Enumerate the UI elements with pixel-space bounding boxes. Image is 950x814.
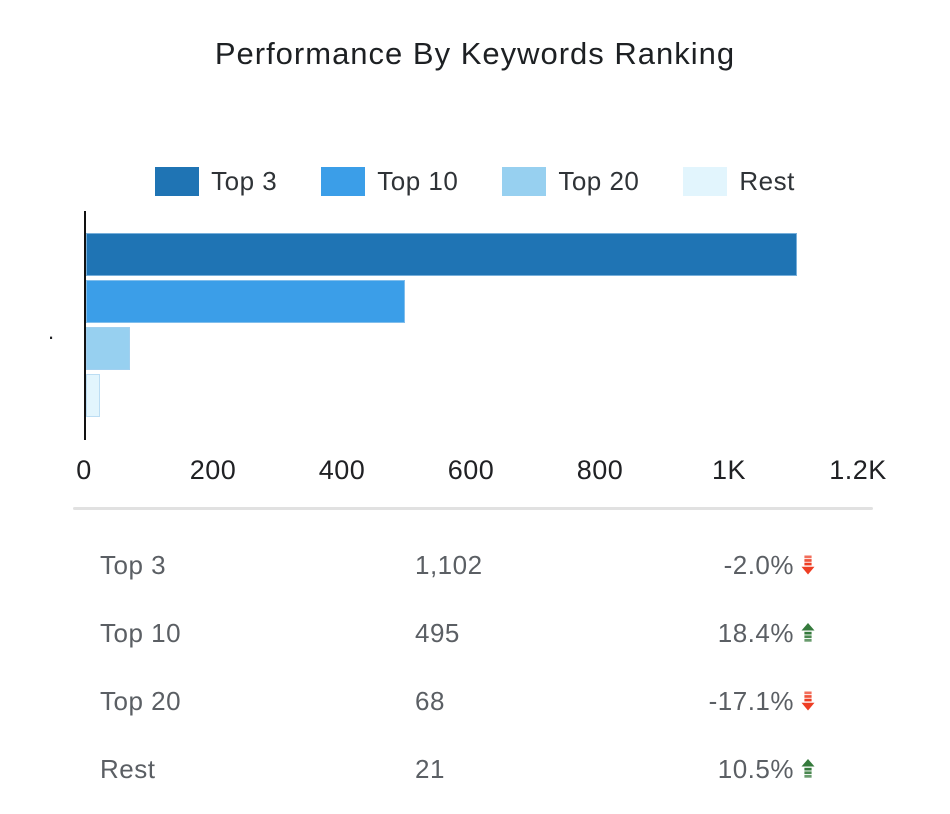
bar-chart: . 0 200 400 600 800 1K 1.2K [0, 211, 950, 501]
bar-top-10[interactable] [86, 280, 405, 323]
legend-label: Top 10 [377, 166, 459, 196]
row-label: Rest [100, 753, 156, 784]
legend-swatch [683, 167, 728, 196]
trend-up-icon [801, 759, 815, 779]
row-value: 1,102 [415, 549, 483, 580]
legend-swatch [502, 167, 547, 196]
legend-label: Rest [739, 166, 795, 196]
row-change: -2.0% [724, 550, 815, 581]
row-value: 68 [415, 685, 445, 716]
page-title: Performance By Keywords Ranking [214, 36, 736, 71]
y-axis-line [84, 211, 86, 440]
legend-swatch [321, 167, 366, 196]
x-tick-400: 400 [318, 455, 366, 485]
x-tick-200: 200 [189, 455, 237, 485]
bar-top-3[interactable] [86, 233, 797, 276]
legend-item-rest[interactable]: Rest [683, 166, 794, 197]
trend-down-icon [801, 691, 815, 711]
x-tick-600: 600 [447, 455, 495, 485]
row-change: -17.1% [709, 686, 815, 717]
row-label: Top 10 [100, 617, 182, 648]
bar-top-20[interactable] [86, 327, 130, 370]
table-divider [73, 507, 873, 510]
table-row-top-10: Top 10 495 18.4% [100, 599, 815, 667]
summary-table: Top 3 1,102 -2.0% Top 10 495 18.4% Top 2… [100, 531, 815, 803]
x-tick-800: 800 [576, 455, 624, 485]
legend-label: Top 20 [558, 166, 640, 196]
table-row-top-20: Top 20 68 -17.1% [100, 667, 815, 735]
row-label: Top 3 [100, 549, 167, 580]
x-tick-1k: 1K [711, 455, 747, 485]
legend-item-top-3[interactable]: Top 3 [155, 166, 277, 197]
row-value: 495 [415, 617, 460, 648]
x-axis: 0 200 400 600 800 1K 1.2K [0, 455, 950, 491]
table-row-top-3: Top 3 1,102 -2.0% [100, 531, 815, 599]
row-label: Top 20 [100, 685, 182, 716]
x-tick-1.2k: 1.2K [829, 455, 887, 485]
trend-down-icon [801, 555, 815, 575]
trend-up-icon [801, 623, 815, 643]
legend-item-top-20[interactable]: Top 20 [502, 166, 639, 197]
row-change: 18.4% [718, 618, 815, 649]
row-change: 10.5% [718, 754, 815, 785]
y-axis-label: . [48, 319, 55, 344]
legend-label: Top 3 [211, 166, 278, 196]
row-change-pct: -2.0% [723, 549, 794, 580]
row-change-pct: -17.1% [708, 685, 794, 716]
row-change-pct: 18.4% [717, 617, 794, 648]
legend-item-top-10[interactable]: Top 10 [321, 166, 458, 197]
legend-swatch [155, 167, 200, 196]
row-value: 21 [415, 753, 445, 784]
chart-legend: Top 3 Top 10 Top 20 Rest [0, 166, 950, 197]
bar-rest[interactable] [86, 374, 100, 417]
table-row-rest: Rest 21 10.5% [100, 735, 815, 803]
x-tick-0: 0 [76, 455, 92, 485]
bars-container [86, 233, 797, 417]
row-change-pct: 10.5% [717, 753, 794, 784]
